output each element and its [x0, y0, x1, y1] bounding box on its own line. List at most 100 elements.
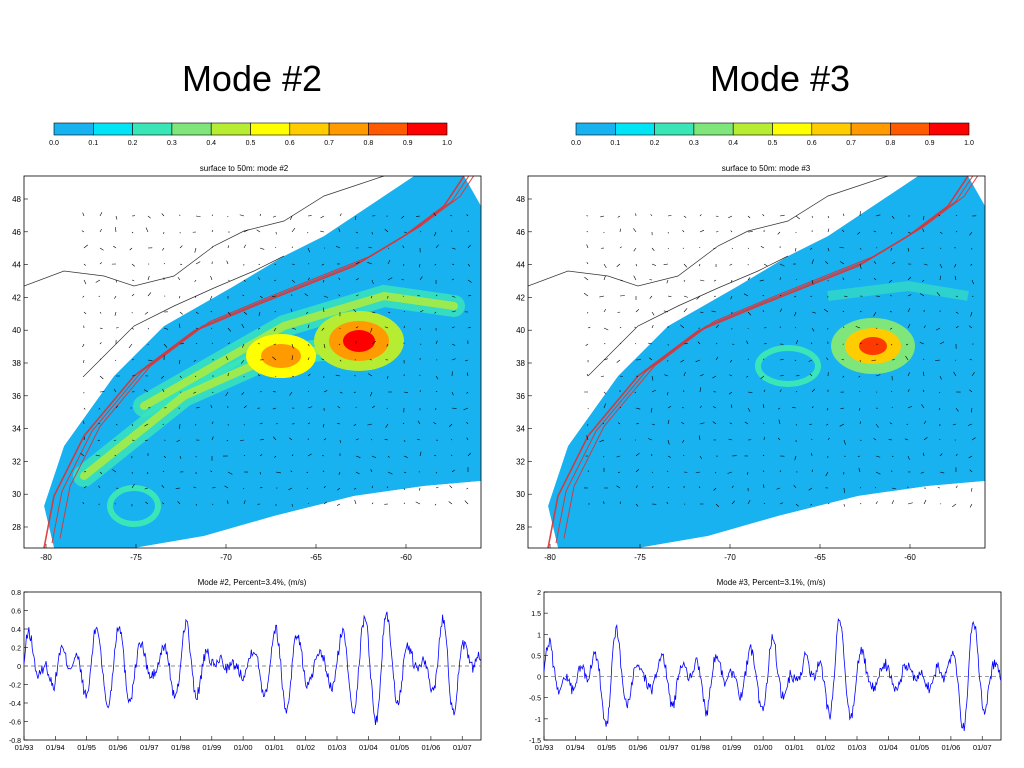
velocity-vector	[955, 231, 958, 233]
velocity-vector	[651, 325, 654, 329]
colorbar-tick-label: 1.0	[964, 140, 974, 147]
velocity-vector	[939, 275, 941, 281]
y-tick-label: -0.8	[9, 738, 21, 745]
velocity-vector	[275, 246, 277, 249]
velocity-vector	[603, 391, 607, 394]
velocity-vector	[747, 247, 749, 249]
velocity-vector	[600, 375, 605, 377]
coastline	[587, 255, 789, 377]
velocity-vector	[891, 487, 897, 490]
velocity-vector	[81, 230, 85, 233]
right-map-panel: surface to 50m: mode #3 48 46 44 42 40 38 36 34…	[516, 164, 986, 562]
velocity-vector	[776, 487, 781, 490]
colorbar-segment	[289, 122, 330, 136]
velocity-vector	[826, 407, 829, 411]
velocity-vector	[195, 327, 198, 329]
velocity-vector	[696, 295, 701, 300]
velocity-vector	[434, 454, 437, 457]
velocity-vector	[435, 486, 439, 489]
velocity-vector	[651, 485, 654, 489]
velocity-vector	[467, 263, 471, 267]
velocity-vector	[419, 310, 424, 313]
velocity-vector	[403, 471, 407, 474]
velocity-vector	[663, 310, 669, 313]
lat-tick-label: 34	[516, 425, 525, 434]
velocity-vector	[875, 374, 881, 377]
velocity-vector	[731, 343, 735, 345]
velocity-vector	[635, 308, 640, 313]
velocity-vector	[599, 295, 605, 298]
velocity-vector	[467, 244, 471, 249]
velocity-vector	[144, 439, 149, 441]
velocity-vector	[635, 485, 638, 489]
velocity-vector	[794, 359, 797, 362]
velocity-vector	[82, 502, 85, 505]
velocity-vector	[307, 343, 310, 347]
velocity-vector	[730, 404, 733, 409]
x-tick-label: 01/04	[359, 743, 378, 752]
velocity-vector	[779, 470, 782, 473]
velocity-vector	[288, 487, 293, 491]
velocity-vector	[970, 311, 973, 317]
velocity-vector	[699, 405, 702, 409]
colorbar-segment	[929, 122, 970, 136]
velocity-vector	[971, 371, 975, 377]
velocity-vector	[634, 391, 637, 394]
velocity-vector	[195, 261, 201, 265]
velocity-vector	[307, 324, 310, 329]
x-tick-label: 01/96	[629, 743, 648, 752]
velocity-vector	[955, 295, 958, 298]
velocity-vector	[919, 293, 925, 297]
velocity-vector	[906, 423, 909, 425]
velocity-vector	[387, 471, 393, 475]
x-tick-label: 01/04	[879, 743, 898, 752]
velocity-vector	[619, 501, 622, 505]
velocity-vector	[728, 391, 733, 395]
velocity-vector	[823, 308, 829, 313]
velocity-vector	[763, 358, 765, 361]
velocity-vector	[683, 295, 688, 298]
velocity-vector	[195, 407, 200, 409]
velocity-vector	[259, 213, 261, 217]
lat-tick-label: 48	[12, 195, 21, 204]
velocity-vector	[699, 374, 704, 377]
velocity-vector	[825, 260, 829, 265]
colorbar-segment	[171, 122, 212, 136]
velocity-vector	[891, 455, 894, 457]
x-tick-label: 01/98	[171, 743, 190, 752]
x-tick-label: 01/03	[848, 743, 867, 752]
velocity-vector	[891, 500, 895, 505]
velocity-vector	[131, 471, 133, 474]
velocity-vector	[131, 231, 134, 234]
velocity-vector	[433, 212, 437, 217]
velocity-vector	[386, 407, 389, 409]
colorbar-tick-label: 0.5	[768, 140, 778, 147]
velocity-vector	[859, 421, 861, 425]
velocity-vector	[728, 438, 733, 441]
velocity-vector	[617, 311, 621, 314]
velocity-vector	[83, 420, 85, 425]
velocity-vector	[746, 471, 749, 475]
outside-domain	[638, 481, 985, 548]
x-tick-label: 01/93	[15, 743, 34, 752]
velocity-vector	[131, 423, 133, 427]
current-band	[827, 280, 969, 301]
velocity-vector	[697, 341, 701, 345]
velocity-vector	[272, 215, 277, 218]
velocity-vector	[353, 487, 357, 490]
velocity-vector	[225, 391, 229, 397]
velocity-vector	[466, 437, 469, 441]
velocity-vector	[131, 439, 135, 441]
x-tick-label: 01/96	[109, 743, 128, 752]
velocity-vector	[939, 341, 945, 345]
velocity-vector	[259, 391, 262, 393]
velocity-vector	[939, 375, 942, 380]
velocity-vector	[712, 406, 717, 409]
colorbar-segment	[407, 122, 448, 136]
map-content	[528, 176, 985, 548]
velocity-vector	[843, 295, 848, 298]
velocity-vector	[98, 407, 101, 410]
colorbar-tick-label: 0.5	[246, 140, 256, 147]
velocity-vector	[667, 214, 672, 217]
velocity-vector	[98, 295, 101, 297]
